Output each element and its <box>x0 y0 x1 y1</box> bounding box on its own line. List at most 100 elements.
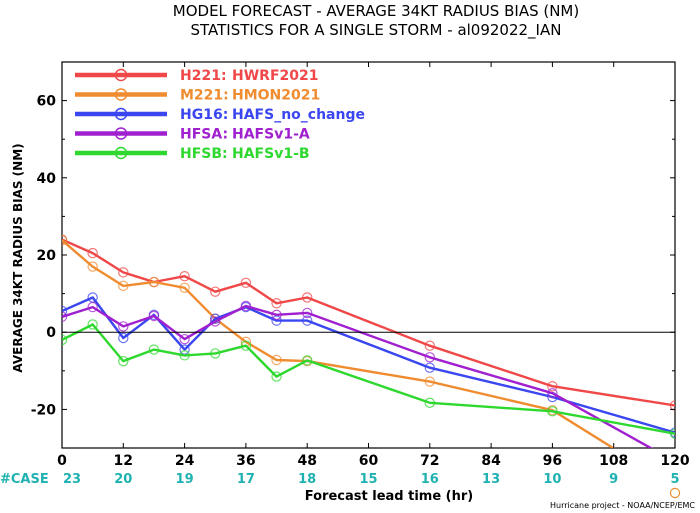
legend-label: H221: <box>180 68 227 84</box>
legend-label: HFSB: <box>180 146 228 162</box>
case-count: 16 <box>421 472 439 487</box>
x-tick-label: 84 <box>481 453 501 469</box>
data-point <box>669 428 675 439</box>
case-count: 18 <box>298 472 316 487</box>
case-count: 23 <box>63 472 81 487</box>
y-tick-label: 0 <box>46 325 56 341</box>
x-tick-label: 0 <box>57 453 67 469</box>
legend-label: M221: <box>180 88 229 104</box>
data-point <box>669 400 675 411</box>
legend-desc: HMON2021 <box>232 88 320 104</box>
axis-layer: -20 0 20 40 60 0 12 24 36 48 60 72 84 96 108 120 #CASE 23… <box>0 61 690 487</box>
y-tick-label: 40 <box>37 171 57 187</box>
data-point <box>271 315 282 326</box>
data-point <box>118 332 129 344</box>
case-count: 15 <box>359 472 377 487</box>
x-tick-label: 12 <box>114 453 133 469</box>
series-line-1 <box>62 238 675 407</box>
data-point <box>87 261 98 272</box>
data-point <box>148 276 160 288</box>
legend-swatch-marker <box>114 146 128 160</box>
data-point <box>271 309 282 321</box>
data-point <box>118 321 129 332</box>
data-point-offscale <box>669 487 681 499</box>
legend-swatch-marker <box>114 88 128 101</box>
data-point <box>302 355 313 366</box>
data-point <box>179 282 190 294</box>
x-tick-label: 60 <box>359 453 379 469</box>
legend-swatch-marker <box>114 68 128 82</box>
data-point <box>118 280 129 292</box>
series-clip-group <box>62 234 675 448</box>
x-tick-label: 36 <box>236 453 255 469</box>
data-point <box>547 381 558 392</box>
data-point <box>87 319 98 330</box>
data-point <box>179 344 190 355</box>
data-point <box>302 315 313 326</box>
data-point <box>302 307 313 319</box>
data-point <box>210 348 221 359</box>
data-point <box>271 298 282 309</box>
data-point <box>271 371 282 382</box>
chart-title: MODEL FORECAST - AVERAGE 34KT RADIUS BIA… <box>173 2 579 20</box>
data-point <box>547 406 558 417</box>
data-point <box>179 271 190 282</box>
x-tick-label: 24 <box>175 453 195 469</box>
y-tick-label: 60 <box>37 94 57 110</box>
data-point <box>302 292 313 303</box>
data-point <box>118 267 129 278</box>
data-point <box>240 340 252 351</box>
data-point <box>148 310 160 322</box>
x-axis-label: Forecast lead time (hr) <box>305 489 473 504</box>
legend-swatch-marker <box>114 127 128 140</box>
series-line-3 <box>62 296 675 434</box>
data-point <box>210 316 221 327</box>
x-tick-label: 72 <box>420 453 439 469</box>
series-line-4 <box>62 304 654 448</box>
data-point <box>62 311 68 322</box>
y-tick-label: -20 <box>31 402 57 418</box>
data-point <box>87 301 98 313</box>
x-tick-label: 48 <box>297 453 316 469</box>
series-layer <box>62 234 681 499</box>
case-count: 17 <box>237 472 255 487</box>
data-point <box>240 277 252 288</box>
x-tick-label: 96 <box>543 453 562 469</box>
x-tick-label: 108 <box>599 453 628 469</box>
legend-label: HG16: <box>180 107 228 123</box>
data-point <box>87 247 98 259</box>
case-count: 19 <box>176 472 194 487</box>
data-point <box>210 286 221 297</box>
data-point <box>240 300 252 312</box>
case-count: 9 <box>609 472 618 487</box>
data-point <box>271 354 282 366</box>
legend-desc: HWRF2021 <box>232 68 318 84</box>
data-point <box>424 397 435 409</box>
y-tick-label: 20 <box>37 248 57 264</box>
series-line-5 <box>62 323 675 435</box>
y-axis-label: AVERAGE 34KT RADIUS BIAS (NM) <box>11 143 25 372</box>
x-tick-label: 120 <box>660 453 689 469</box>
legend-label: HFSA: <box>180 127 228 143</box>
credit-text: Hurricane project - NOAA/NCEP/EMC <box>550 501 695 510</box>
data-point <box>424 340 435 351</box>
data-point <box>179 333 190 345</box>
data-point <box>424 362 435 373</box>
data-point <box>424 352 435 363</box>
chart-subtitle: STATISTICS FOR A SINGLE STORM - al092022… <box>191 21 562 40</box>
series-line-2 <box>62 239 616 448</box>
legend-desc: HAFSv1-A <box>232 127 310 143</box>
data-point <box>62 334 68 346</box>
data-point <box>62 235 68 246</box>
data-point <box>424 376 435 387</box>
legend-desc: HAFS_no_change <box>232 107 365 123</box>
data-point <box>118 355 129 367</box>
data-point <box>148 344 160 355</box>
legend-desc: HAFSv1-B <box>232 146 310 162</box>
case-count: 13 <box>482 472 500 487</box>
case-count: 20 <box>114 472 132 487</box>
case-count: 10 <box>543 472 561 487</box>
case-label: #CASE <box>0 472 49 487</box>
